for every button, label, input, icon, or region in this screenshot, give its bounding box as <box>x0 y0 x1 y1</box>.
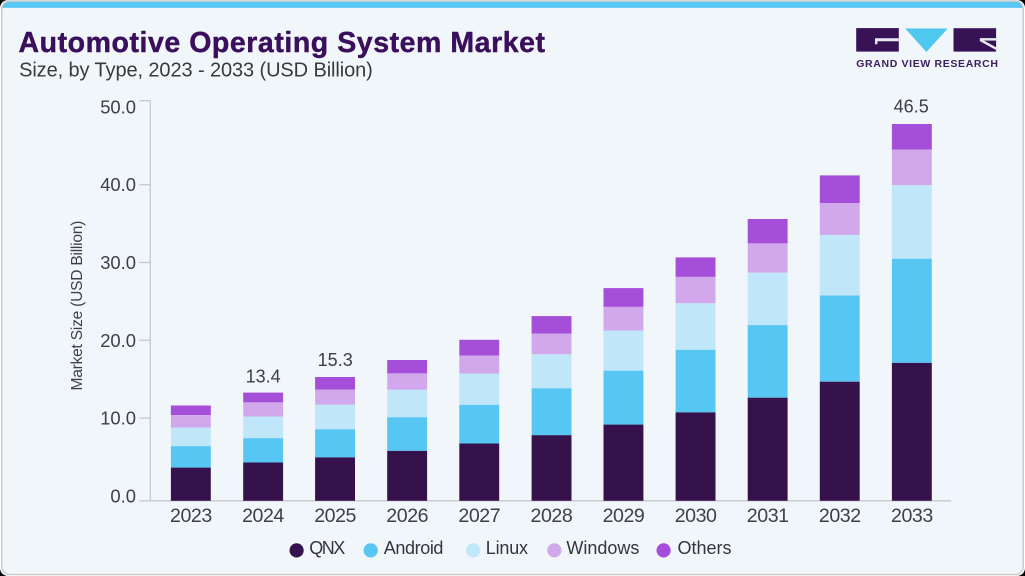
svg-text:2031: 2031 <box>747 505 789 527</box>
svg-text:Others: Others <box>678 538 732 558</box>
svg-text:50.0: 50.0 <box>100 96 136 117</box>
svg-text:Size, by Type, 2023 - 2033 (US: Size, by Type, 2023 - 2033 (USD Billion) <box>19 59 373 81</box>
svg-text:QNX: QNX <box>309 538 345 558</box>
svg-text:13.4: 13.4 <box>246 367 281 387</box>
svg-text:20.0: 20.0 <box>100 330 136 351</box>
svg-text:2033: 2033 <box>891 505 933 527</box>
svg-text:Android: Android <box>384 538 443 558</box>
svg-text:2032: 2032 <box>819 505 861 527</box>
svg-text:GRAND VIEW RESEARCH: GRAND VIEW RESEARCH <box>856 58 998 70</box>
svg-text:10.0: 10.0 <box>100 408 136 429</box>
svg-text:2029: 2029 <box>603 505 645 527</box>
svg-text:Windows: Windows <box>566 538 639 558</box>
svg-text:40.0: 40.0 <box>100 174 136 195</box>
svg-text:0.0: 0.0 <box>110 485 136 506</box>
svg-text:Market Size (USD Billion): Market Size (USD Billion) <box>69 221 86 391</box>
svg-text:2024: 2024 <box>242 505 284 527</box>
svg-text:30.0: 30.0 <box>100 252 136 273</box>
svg-text:2027: 2027 <box>458 505 500 527</box>
svg-text:15.3: 15.3 <box>318 350 353 370</box>
svg-text:2026: 2026 <box>386 505 428 527</box>
svg-text:2030: 2030 <box>675 505 717 527</box>
svg-text:2028: 2028 <box>531 505 573 527</box>
svg-text:2025: 2025 <box>314 505 356 527</box>
svg-text:Linux: Linux <box>486 538 528 558</box>
svg-text:2023: 2023 <box>170 505 212 527</box>
svg-text:Automotive Operating System Ma: Automotive Operating System Market <box>19 27 546 59</box>
svg-text:46.5: 46.5 <box>894 97 929 117</box>
